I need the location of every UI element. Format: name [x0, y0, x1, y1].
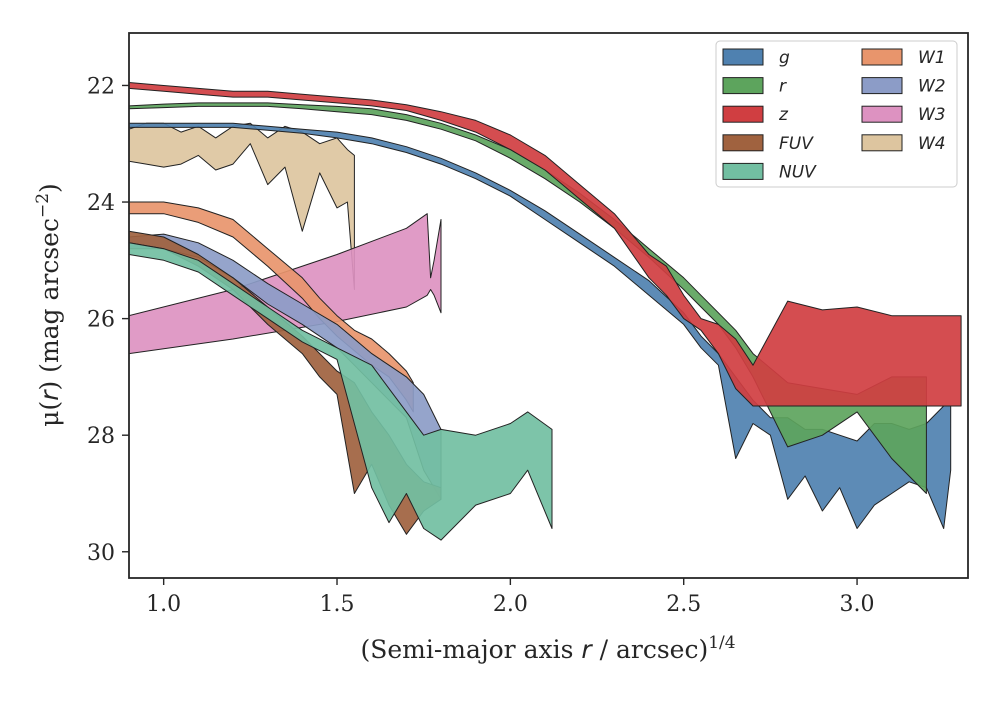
x-axis-label: (Semi-major axis r / arcsec)1/4: [360, 633, 735, 664]
y-axis-label-exponent: −2: [33, 193, 53, 218]
x-axis-label-exponent: 1/4: [708, 633, 735, 653]
series-layer: [129, 82, 962, 541]
legend-label-w1: W1: [918, 48, 946, 68]
plot-frame: [128, 32, 969, 579]
y-tick-label-26: 26: [87, 308, 115, 333]
legend-swatch-z: [722, 105, 764, 123]
y-tick-label-30: 30: [87, 541, 115, 566]
x-tick-label-2-5: 2.5: [666, 592, 701, 617]
band-w3: [129, 213, 442, 355]
x-tick-label-3-0: 3.0: [840, 592, 875, 617]
x-tick-label-1-0: 1.0: [146, 592, 181, 617]
x-axis-label-var: r: [581, 635, 593, 664]
legend-label-r: r: [779, 77, 787, 97]
x-tick-label-1-5: 1.5: [320, 592, 355, 617]
legend-swatch-r: [722, 77, 764, 95]
legend-swatch-w4: [861, 134, 903, 152]
legend-label-w4: W4: [918, 134, 946, 154]
legend-label-w2: W2: [918, 77, 946, 97]
ticks-layer: 1.0 1.5 2.0 2.5 3.0 22 24 26 28 30: [87, 74, 875, 617]
legend-label-g: g: [779, 48, 790, 68]
band-g: [129, 122, 952, 529]
y-axis-label-prefix: μ(: [35, 401, 64, 427]
y-axis-label-var: r: [35, 389, 64, 401]
x-axis-label-prefix: (Semi-major axis: [360, 635, 581, 664]
legend-label-fuv: FUV: [779, 134, 814, 154]
y-axis-label: μ(r) (mag arcsec−2): [33, 183, 64, 427]
y-tick-label-28: 28: [87, 424, 115, 449]
legend-swatch-w1: [861, 48, 903, 66]
band-z: [129, 82, 962, 407]
legend-label-w3: W3: [918, 105, 946, 125]
band-r: [129, 102, 927, 494]
band-nuv: [129, 242, 553, 541]
y-axis-label-unit: ) (mag arcsec: [35, 218, 64, 391]
legend-swatch-nuv: [722, 162, 764, 180]
legend-label-nuv: NUV: [779, 162, 817, 182]
legend-swatch-fuv: [722, 134, 764, 152]
x-axis-label-unit: / arcsec): [592, 635, 709, 664]
legend-swatch-g: [722, 48, 764, 66]
legend-label-z: z: [778, 105, 789, 125]
y-tick-label-22: 22: [87, 74, 115, 99]
legend-swatch-w2: [861, 77, 903, 95]
legend: grz FUV NUV W1 W2 W3 W4: [715, 40, 958, 188]
y-tick-label-24: 24: [87, 191, 115, 216]
legend-swatch-w3: [861, 105, 903, 123]
x-tick-label-2-0: 2.0: [493, 592, 528, 617]
y-axis-label-close: ): [35, 183, 64, 193]
